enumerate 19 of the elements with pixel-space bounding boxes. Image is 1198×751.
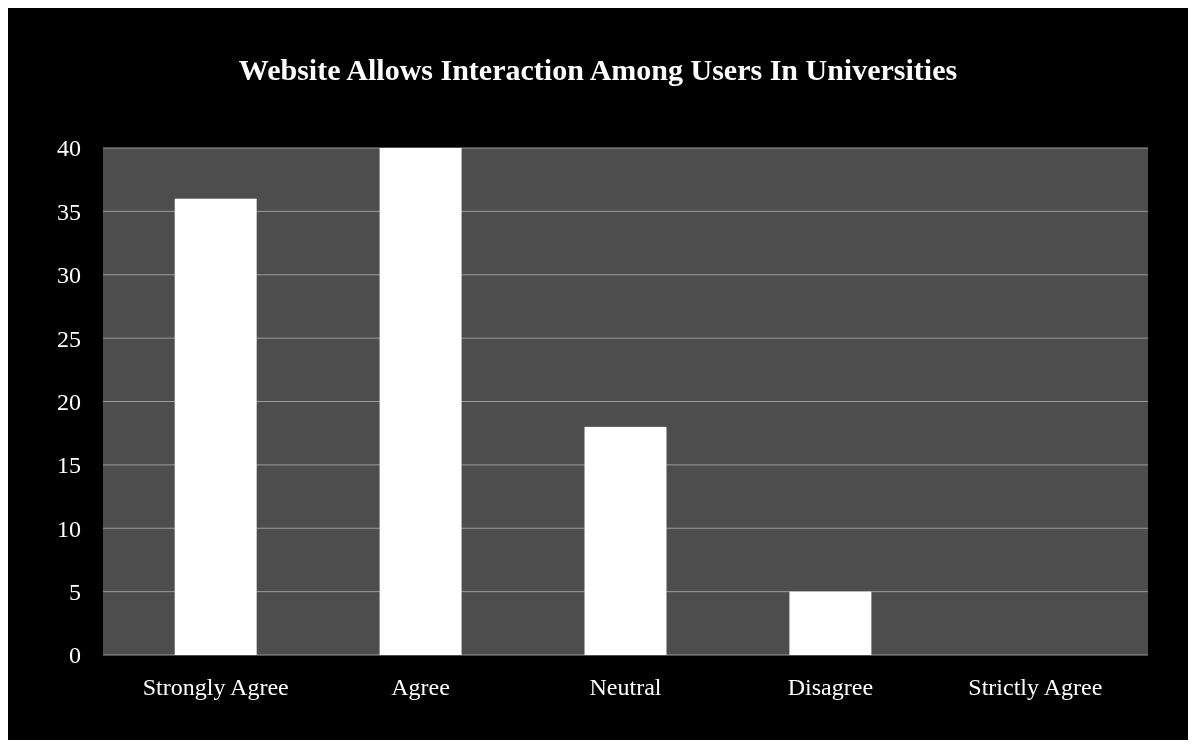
x-tick-label: Strictly Agree (968, 674, 1103, 700)
bar (174, 198, 257, 655)
y-tick-label: 10 (57, 515, 81, 542)
bar (584, 426, 667, 655)
y-tick-label: 30 (57, 262, 81, 289)
x-tick-label: Strongly Agree (142, 674, 289, 700)
y-tick-label: 25 (57, 325, 81, 352)
x-tick-label: Disagree (787, 674, 874, 700)
chart-title: Website Allows Interaction Among Users In Universities (238, 53, 958, 86)
x-tick-label: Neutral (589, 674, 662, 700)
y-tick-label: 5 (69, 579, 81, 606)
y-tick-label: 15 (57, 452, 81, 479)
bar (789, 591, 872, 655)
bar (379, 148, 462, 655)
y-tick-label: 0 (69, 642, 81, 669)
y-tick-label: 40 (57, 135, 81, 162)
y-tick-label: 35 (57, 198, 81, 225)
y-tick-label: 20 (57, 388, 81, 415)
x-tick-label: Agree (391, 674, 450, 700)
